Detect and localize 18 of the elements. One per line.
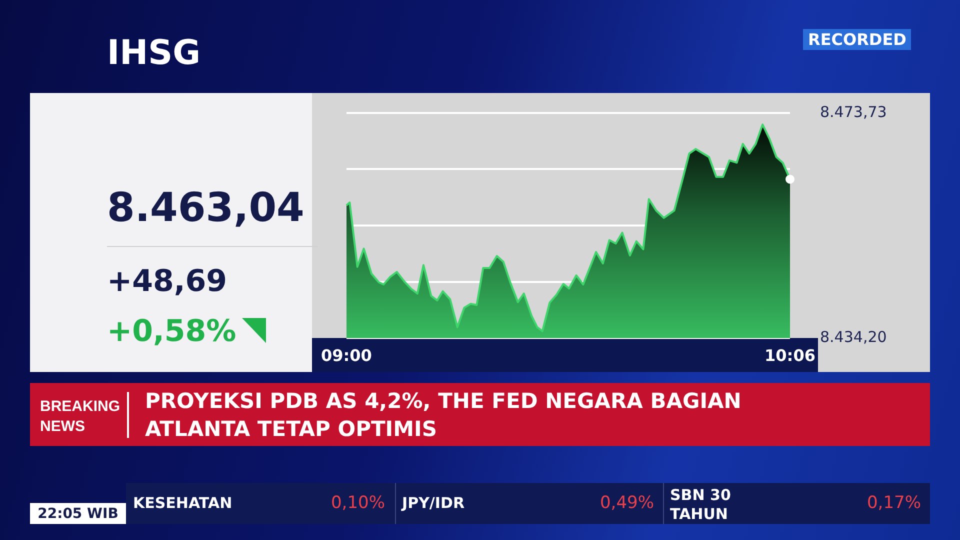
text: 22:05 WIB (38, 506, 118, 522)
text: 0,10% (330, 493, 385, 513)
chart-title: IHSG (107, 32, 200, 74)
text: 0,49% (600, 493, 654, 513)
text: PROYEKSI PDB AS 4,2%, THE FED NEGARA BAGIAN ATLANTA TETAP OPTIMIS (145, 389, 742, 441)
text: SBN 30 TAHUN (670, 486, 731, 523)
text: BREAKING NEWS (40, 398, 120, 435)
text: +0,58% (107, 313, 236, 351)
y-tick-label: 8.473,73 (820, 102, 887, 121)
text: JPY/IDR (402, 494, 464, 512)
text: KESEHATAN (133, 494, 232, 512)
x-tick-label: 10:06 (764, 346, 816, 365)
text: +48,69 (107, 264, 228, 299)
y-tick-label: 8.434,20 (820, 328, 887, 346)
text: RECORDED (803, 29, 912, 50)
x-tick-label: 09:00 (320, 346, 372, 365)
text: 0,17% (866, 493, 921, 513)
text: 8.463,04 (107, 185, 304, 231)
